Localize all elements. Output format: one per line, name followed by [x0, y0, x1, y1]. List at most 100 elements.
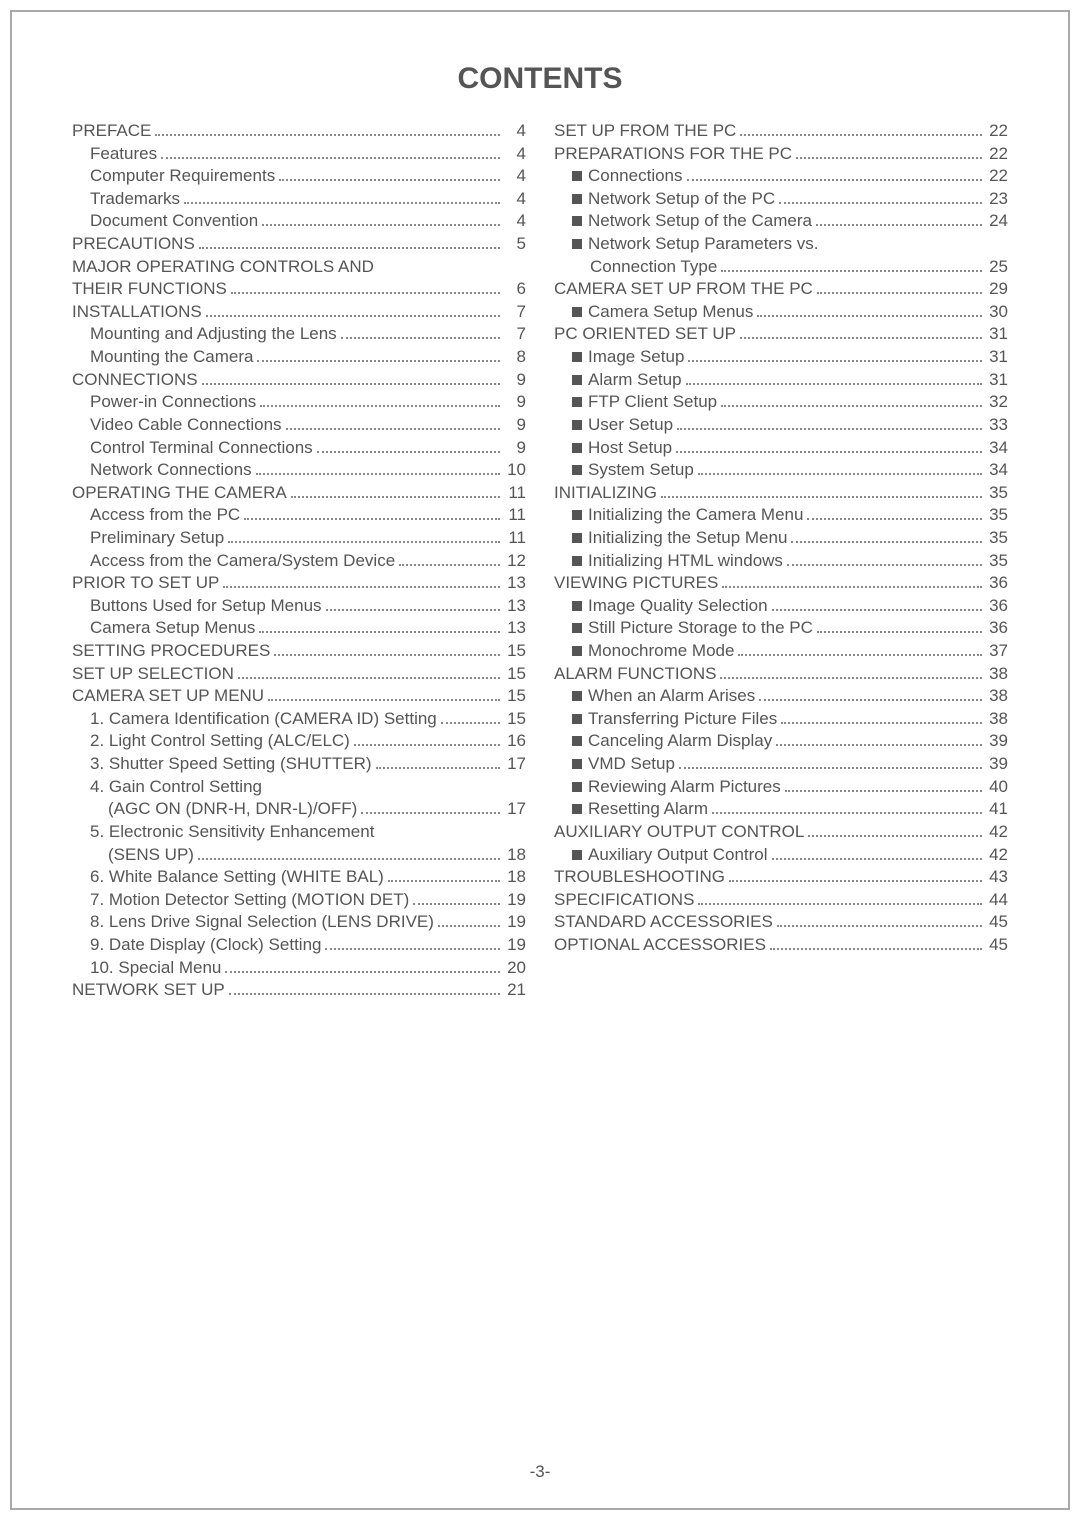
- leader-dots: [776, 744, 982, 746]
- toc-page: 15: [504, 663, 526, 686]
- toc-label: 7. Motion Detector Setting (MOTION DET): [90, 889, 409, 912]
- toc-entry: Computer Requirements4: [72, 165, 526, 188]
- toc-label: OPTIONAL ACCESSORIES: [554, 934, 766, 957]
- square-bullet-icon: [572, 556, 582, 566]
- toc-label: Control Terminal Connections: [90, 437, 313, 460]
- square-bullet-icon: [572, 782, 582, 792]
- toc-entry: Image Setup31: [554, 346, 1008, 369]
- toc-label: STANDARD ACCESSORIES: [554, 911, 773, 934]
- leader-dots: [257, 360, 500, 362]
- toc-label: CAMERA SET UP MENU: [72, 685, 264, 708]
- toc-label: Camera Setup Menus: [572, 301, 753, 324]
- toc-entry: VIEWING PICTURES36: [554, 572, 1008, 595]
- toc-entry: STANDARD ACCESSORIES45: [554, 911, 1008, 934]
- leader-dots: [770, 948, 982, 950]
- square-bullet-icon: [572, 465, 582, 475]
- left-column: PREFACE4Features4Computer Requirements4T…: [72, 120, 526, 1002]
- toc-entry: 2. Light Control Setting (ALC/ELC)16: [72, 730, 526, 753]
- leader-dots: [738, 654, 982, 656]
- square-bullet-icon: [572, 623, 582, 633]
- leader-dots: [238, 677, 500, 679]
- toc-page: 41: [986, 798, 1008, 821]
- toc-entry: Network Setup of the Camera24: [554, 210, 1008, 233]
- toc-label: User Setup: [572, 414, 673, 437]
- toc-page: 7: [504, 323, 526, 346]
- leader-dots: [817, 631, 982, 633]
- leader-dots: [759, 699, 982, 701]
- toc-label: Initializing HTML windows: [572, 550, 783, 573]
- toc-entry: AUXILIARY OUTPUT CONTROL42: [554, 821, 1008, 844]
- toc-page: 35: [986, 482, 1008, 505]
- toc-entry: Network Setup of the PC23: [554, 188, 1008, 211]
- leader-dots: [676, 451, 982, 453]
- leader-dots: [229, 993, 500, 995]
- square-bullet-icon: [572, 216, 582, 226]
- leader-dots: [291, 496, 500, 498]
- toc-page: 22: [986, 143, 1008, 166]
- toc-entry: Transferring Picture Files38: [554, 708, 1008, 731]
- leader-dots: [198, 858, 500, 860]
- toc-page: 31: [986, 369, 1008, 392]
- toc-page: 22: [986, 165, 1008, 188]
- toc-entry: MAJOR OPERATING CONTROLS AND: [72, 256, 526, 279]
- square-bullet-icon: [572, 307, 582, 317]
- toc-entry: Camera Setup Menus 30: [554, 301, 1008, 324]
- toc-entry: Initializing HTML windows35: [554, 550, 1008, 573]
- toc-page: 4: [504, 143, 526, 166]
- toc-entry: Reviewing Alarm Pictures40: [554, 776, 1008, 799]
- leader-dots: [413, 903, 500, 905]
- toc-page: 40: [986, 776, 1008, 799]
- square-bullet-icon: [572, 804, 582, 814]
- toc-label: (SENS UP): [108, 844, 194, 867]
- toc-entry: Power-in Connections9: [72, 391, 526, 414]
- square-bullet-icon: [572, 533, 582, 543]
- leader-dots: [354, 744, 500, 746]
- right-column: SET UP FROM THE PC22PREPARATIONS FOR THE…: [554, 120, 1008, 1002]
- toc-label: TROUBLESHOOTING: [554, 866, 725, 889]
- toc-entry: Initializing the Camera Menu35: [554, 504, 1008, 527]
- leader-dots: [256, 473, 500, 475]
- square-bullet-icon: [572, 239, 582, 249]
- toc-label: (AGC ON (DNR-H, DNR-L)/OFF): [108, 798, 357, 821]
- leader-dots: [260, 405, 500, 407]
- leader-dots: [686, 383, 982, 385]
- toc-entry: SET UP FROM THE PC22: [554, 120, 1008, 143]
- leader-dots: [816, 224, 982, 226]
- toc-page: 4: [504, 210, 526, 233]
- toc-label: 10. Special Menu: [90, 957, 221, 980]
- toc-entry: Trademarks4: [72, 188, 526, 211]
- toc-entry: Control Terminal Connections9: [72, 437, 526, 460]
- toc-entry: Preliminary Setup11: [72, 527, 526, 550]
- toc-page: 23: [986, 188, 1008, 211]
- square-bullet-icon: [572, 194, 582, 204]
- toc-label: ALARM FUNCTIONS: [554, 663, 716, 686]
- toc-entry: User Setup 33: [554, 414, 1008, 437]
- square-bullet-icon: [572, 510, 582, 520]
- toc-page: 42: [986, 821, 1008, 844]
- toc-page: 25: [986, 256, 1008, 279]
- toc-label: PRIOR TO SET UP: [72, 572, 219, 595]
- toc-page: 19: [504, 889, 526, 912]
- toc-label: FTP Client Setup: [572, 391, 717, 414]
- toc-entry: System Setup34: [554, 459, 1008, 482]
- leader-dots: [223, 586, 500, 588]
- leader-dots: [326, 609, 500, 611]
- toc-page: 36: [986, 572, 1008, 595]
- toc-page: 38: [986, 663, 1008, 686]
- toc-label: Power-in Connections: [90, 391, 256, 414]
- toc-page: 33: [986, 414, 1008, 437]
- toc-page: 15: [504, 685, 526, 708]
- toc-entry: CAMERA SET UP FROM THE PC29: [554, 278, 1008, 301]
- toc-page: 30: [986, 301, 1008, 324]
- toc-page: 45: [986, 934, 1008, 957]
- toc-page: 34: [986, 437, 1008, 460]
- leader-dots: [721, 270, 982, 272]
- leader-dots: [199, 247, 500, 249]
- toc-label: SET UP FROM THE PC: [554, 120, 736, 143]
- square-bullet-icon: [572, 691, 582, 701]
- leader-dots: [317, 451, 500, 453]
- toc-entry: OPTIONAL ACCESSORIES 45: [554, 934, 1008, 957]
- toc-entry: 3. Shutter Speed Setting (SHUTTER)17: [72, 753, 526, 776]
- toc-entry: Access from the Camera/System Device12: [72, 550, 526, 573]
- toc-page: 17: [504, 753, 526, 776]
